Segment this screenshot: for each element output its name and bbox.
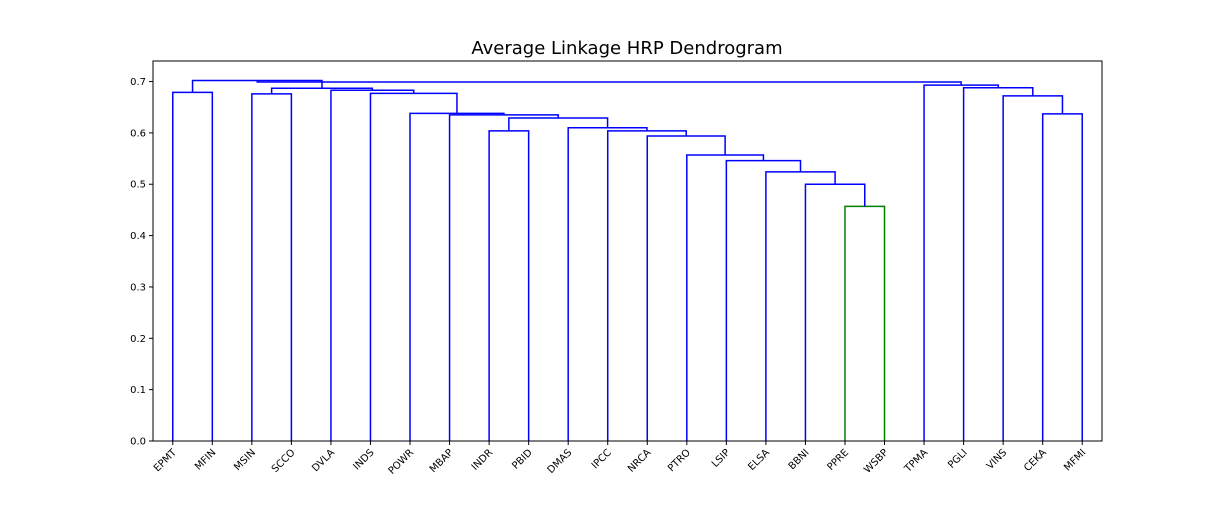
- dendrogram-link-20: [923, 84, 999, 441]
- y-tick-label: 0.2: [130, 334, 146, 345]
- leaf-label: NRCA: [626, 447, 654, 475]
- leaf-label: INDS: [352, 447, 377, 472]
- leaf-label: TPMA: [902, 447, 930, 475]
- dendrogram-link-14: [251, 93, 293, 441]
- dendrogram-link-5: [646, 135, 726, 441]
- y-tick-label: 0.3: [130, 282, 146, 293]
- dendrogram-link-7: [567, 127, 648, 441]
- dendrogram-link-10: [448, 114, 559, 441]
- dendrogram-link-16: [172, 91, 214, 441]
- dendrogram-link-3: [725, 159, 802, 441]
- leaf-label: POWR: [387, 447, 417, 477]
- leaf-label: MFIN: [193, 447, 218, 472]
- dendrogram-link-13: [330, 89, 415, 441]
- dendrogram-link-18: [1002, 95, 1064, 441]
- y-tick-label: 0.1: [130, 385, 146, 396]
- dendrogram-link-21: [191, 79, 323, 93]
- dendrogram-links: [172, 79, 1083, 441]
- leaf-label: LSIP: [710, 447, 733, 470]
- dendrogram-link-15: [270, 87, 374, 94]
- leaf-label: MBAP: [428, 447, 456, 475]
- leaf-label: PPRE: [825, 447, 851, 473]
- dendrogram-link-22: [256, 80, 962, 86]
- leaf-label: CEKA: [1022, 447, 1049, 474]
- leaf-label: DMAS: [546, 447, 575, 476]
- dendrogram-link-9: [508, 117, 609, 131]
- dendrogram-link-1: [804, 183, 866, 441]
- dendrogram-link-12: [369, 92, 458, 441]
- x-axis: EPMT MFIN MSIN SCCO DVLA INDS POWR MBAP INDR PBID…: [152, 441, 1088, 477]
- leaf-label: PTRO: [666, 447, 693, 474]
- y-tick-label: 0.7: [130, 77, 146, 88]
- leaf-label: PGLI: [946, 447, 970, 471]
- leaf-label: ELSA: [746, 447, 772, 473]
- dendrogram-link-17: [1041, 113, 1083, 441]
- leaf-label: PBID: [510, 447, 535, 472]
- leaf-label: EPMT: [152, 447, 180, 475]
- leaf-label: DVLA: [310, 447, 337, 474]
- dendrogram-link-6: [606, 130, 687, 441]
- plot-frame: [152, 60, 1103, 442]
- dendrogram-link-2: [765, 171, 836, 441]
- y-tick-label: 0.4: [130, 231, 146, 242]
- leaf-label: WSBP: [862, 447, 890, 475]
- leaf-label: MFMI: [1062, 447, 1088, 473]
- dendrogram-link-8: [488, 130, 530, 441]
- leaf-label: INDR: [470, 447, 496, 473]
- dendrogram-link-4: [686, 154, 765, 441]
- y-tick-label: 0.5: [130, 180, 146, 191]
- y-tick-label: 0.6: [130, 128, 146, 139]
- chart-title: Average Linkage HRP Dendrogram: [471, 38, 782, 59]
- dendrogram-link-19: [962, 86, 1034, 441]
- y-tick-label: 0.0: [130, 437, 146, 448]
- leaf-label: BBNI: [787, 447, 812, 472]
- leaf-label: SCCO: [270, 447, 298, 475]
- y-axis: 0.0 0.1 0.2 0.3 0.4 0.5 0.6 0.7: [130, 77, 153, 448]
- leaf-label: VINS: [985, 447, 1009, 471]
- leaf-label: IPCC: [590, 447, 614, 471]
- dendrogram-link-0: [844, 205, 886, 441]
- leaf-label: MSIN: [232, 447, 258, 473]
